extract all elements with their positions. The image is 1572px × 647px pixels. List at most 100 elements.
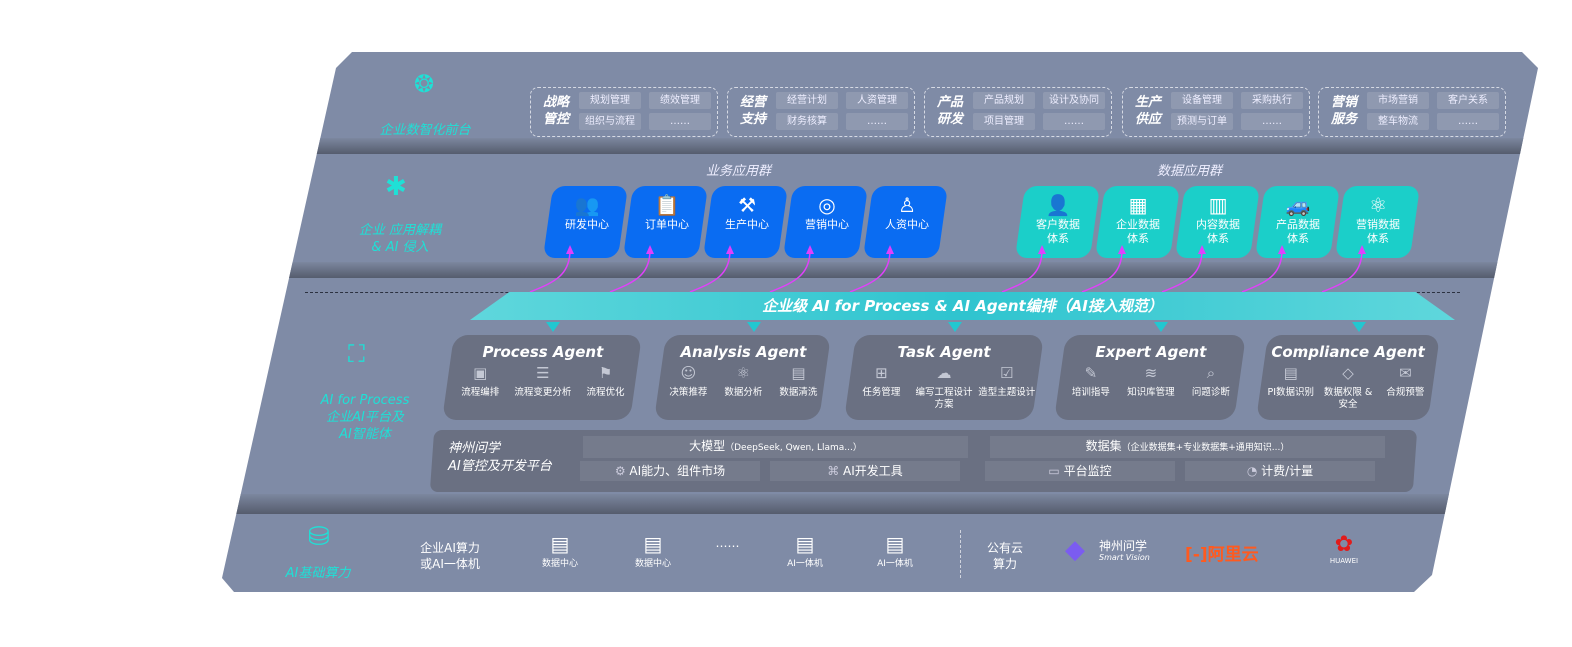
monitoring-bar[interactable]: ▭ 平台监控 bbox=[985, 461, 1175, 481]
component-market-bar[interactable]: ⚙ AI能力、组件市场 bbox=[580, 461, 760, 481]
agent-capability: ✉ 合规预警 bbox=[1377, 364, 1434, 411]
agent-card[interactable]: Expert Agent ✎ 培训指导 ≋ 知识库管理 ⌕ 问题诊断 bbox=[1054, 335, 1246, 420]
market-icon: ⚙ bbox=[614, 464, 630, 478]
business-group-title: 业务应用群 bbox=[706, 164, 772, 179]
capability-chip[interactable]: 组织与流程 bbox=[579, 113, 641, 130]
capability-icon: ⊞ bbox=[875, 364, 888, 382]
capability-icon: ☁ bbox=[936, 364, 952, 382]
separator-line bbox=[960, 530, 961, 578]
capability-label: 编写工程设计方案 bbox=[915, 387, 973, 410]
capability-icon: ≋ bbox=[1144, 364, 1158, 382]
public-cloud-label: 公有云 算力 bbox=[980, 540, 1030, 572]
vendor-name: 阿里云 bbox=[1207, 545, 1259, 565]
label-line: 神州问学 bbox=[448, 441, 501, 456]
capability-chip[interactable]: 绩效管理 bbox=[649, 92, 711, 109]
agent-capability: ▤ 数据清洗 bbox=[771, 364, 825, 399]
capability-icon: ☺ bbox=[680, 364, 697, 382]
agent-card[interactable]: Task Agent ⊞ 任务管理 ☁ 编写工程设计方案 ☑ 造型主题设计 bbox=[844, 335, 1044, 420]
capability-chip[interactable]: 市场营销 bbox=[1367, 92, 1429, 109]
capability-label: PI数据识别 bbox=[1267, 387, 1314, 398]
capability-chip[interactable]: …… bbox=[649, 113, 711, 130]
label-line: 服务 bbox=[1331, 112, 1358, 127]
label-line: 供应 bbox=[1135, 112, 1162, 127]
capability-chip[interactable]: 设备管理 bbox=[1171, 92, 1233, 109]
vendor-name: 神州问学 bbox=[1099, 539, 1148, 553]
arrow-head bbox=[886, 245, 894, 254]
server-icon: ▤ bbox=[550, 532, 570, 556]
capability-chip[interactable]: 设计及协同 bbox=[1043, 92, 1105, 109]
capability-icon: ▤ bbox=[1283, 364, 1298, 382]
dataset-bar: 数据集（企业数据集+专业数据集+通用知识...） bbox=[990, 436, 1385, 458]
dataset-note: （企业数据集+专业数据集+通用知识...） bbox=[1121, 443, 1290, 453]
label-line: 企业 应用解耦 bbox=[358, 223, 442, 238]
capability-chip[interactable]: 采购执行 bbox=[1241, 92, 1303, 109]
capability-chip[interactable]: 整车物流 bbox=[1367, 113, 1429, 130]
capability-label: 流程编排 bbox=[461, 387, 500, 398]
connector-arrow bbox=[689, 249, 731, 293]
capability-chip[interactable]: 项目管理 bbox=[973, 113, 1035, 130]
connector-arrow bbox=[1161, 249, 1203, 293]
capability-group: 战略 管控 规划管理 绩效管理 组织与流程 …… bbox=[530, 87, 718, 137]
connector-arrow bbox=[609, 249, 651, 293]
capability-chip[interactable]: 规划管理 bbox=[579, 92, 641, 109]
capability-icon: ✎ bbox=[1084, 364, 1098, 382]
capability-label: 数据权限 & 安全 bbox=[1323, 387, 1373, 410]
capability-label: 知识库管理 bbox=[1127, 387, 1175, 398]
label-line: 管控 bbox=[543, 112, 570, 127]
capability-icon: ▤ bbox=[791, 364, 806, 382]
capability-icon: ⌕ bbox=[1206, 364, 1216, 382]
down-arrow-icon bbox=[546, 322, 560, 332]
capability-label: 合规预警 bbox=[1386, 387, 1425, 398]
server-label: AI一体机 bbox=[787, 559, 823, 569]
agent-capability: ⚛ 数据分析 bbox=[716, 364, 770, 399]
agent-card[interactable]: Analysis Agent ☺ 决策推荐 ⚛ 数据分析 ▤ 数据清洗 bbox=[654, 335, 831, 420]
capability-chip[interactable]: 产品规划 bbox=[973, 92, 1035, 109]
capability-label: 任务管理 bbox=[862, 387, 901, 398]
agent-title: Process Agent bbox=[482, 343, 604, 361]
model-label: 大模型 bbox=[689, 439, 726, 453]
onprem-label: 企业AI算力 或AI一体机 bbox=[410, 540, 490, 572]
arrow-head bbox=[726, 245, 734, 254]
down-arrow-icon bbox=[948, 322, 962, 332]
label-line: 公有云 bbox=[986, 541, 1023, 555]
capability-chip[interactable]: …… bbox=[1241, 113, 1303, 130]
down-arrow-icon bbox=[1352, 322, 1366, 332]
huawei-logo: ✿ HUAWEI bbox=[1322, 533, 1366, 566]
arrow-head bbox=[566, 245, 574, 254]
agent-title: Analysis Agent bbox=[680, 343, 807, 361]
billing-bar[interactable]: ◔ 计费/计量 bbox=[1185, 461, 1375, 481]
agent-capability: ⚑ 流程优化 bbox=[575, 364, 637, 399]
capability-chip[interactable]: …… bbox=[1043, 113, 1105, 130]
capability-group: 生产 供应 设备管理 采购执行 预测与订单 …… bbox=[1122, 87, 1310, 137]
label-line: 研发 bbox=[937, 112, 964, 127]
label-line: 企业AI算力 bbox=[420, 541, 480, 555]
layer-label-ai: AI for Process 企业AI平台及 AI智能体 bbox=[300, 392, 430, 443]
connector-arrow bbox=[529, 249, 571, 293]
agent-capability: ◇ 数据权限 & 安全 bbox=[1320, 364, 1377, 411]
capability-chip[interactable]: 预测与订单 bbox=[1171, 113, 1233, 130]
capability-label: 决策推荐 bbox=[669, 387, 708, 398]
layer-divider bbox=[222, 262, 1538, 278]
ai-orchestration-banner: 企业级 AI for Process & AI Agent编排（AI接入规范） bbox=[470, 292, 1455, 320]
connector-arrow bbox=[769, 249, 811, 293]
capability-chip[interactable]: 财务核算 bbox=[776, 113, 838, 130]
arrow-head bbox=[1038, 245, 1046, 254]
capability-label: 数据清洗 bbox=[779, 387, 818, 398]
agent-card[interactable]: Process Agent ▣ 流程编排 ☰ 流程变更分析 ⚑ 流程优化 bbox=[442, 335, 642, 420]
capability-label: 流程优化 bbox=[586, 387, 625, 398]
capability-group: 经营 支持 经营计划 人资管理 财务核算 …… bbox=[727, 87, 915, 137]
capability-chip[interactable]: 经营计划 bbox=[776, 92, 838, 109]
capability-chip[interactable]: …… bbox=[846, 113, 908, 130]
server-icon: ▤ bbox=[885, 532, 905, 556]
dev-tools-bar[interactable]: ⌘ AI开发工具 bbox=[770, 461, 960, 481]
capability-chip[interactable]: 人资管理 bbox=[846, 92, 908, 109]
capability-icon: ✉ bbox=[1399, 364, 1412, 382]
capability-label: 流程变更分析 bbox=[514, 387, 572, 398]
agent-card[interactable]: Compliance Agent ▤ PI数据识别 ◇ 数据权限 & 安全 ✉ 合规预警 bbox=[1256, 335, 1440, 420]
agent-capability: ✎ 培训指导 bbox=[1061, 364, 1120, 399]
capability-chip[interactable]: …… bbox=[1437, 113, 1499, 130]
diamond-icon: ◆ bbox=[1065, 535, 1085, 565]
gauge-icon: ◔ bbox=[1246, 464, 1262, 478]
layer-label-apps: 企业 应用解耦 & AI 侵入 bbox=[335, 222, 465, 256]
capability-chip[interactable]: 客户关系 bbox=[1437, 92, 1499, 109]
